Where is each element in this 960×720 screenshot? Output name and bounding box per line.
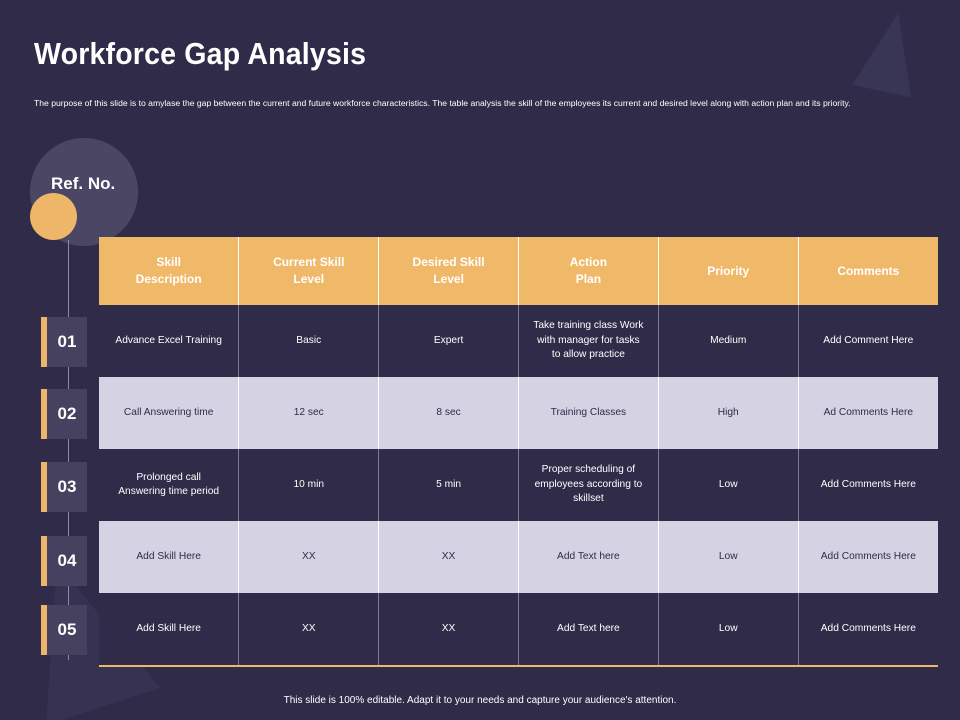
header-action-plan: Action Plan [517, 237, 659, 305]
ref-number-05: 05 [41, 605, 87, 655]
table-row: Advance Excel Training Basic Expert Take… [99, 305, 938, 377]
header-comments: Comments [797, 237, 938, 305]
page-subtitle: The purpose of this slide is to amylase … [34, 98, 851, 108]
cell-skill: Add Skill Here [99, 593, 239, 667]
cell-action: Proper scheduling of employees according… [517, 449, 659, 521]
cell-current: 12 sec [238, 377, 379, 449]
cell-desired: XX [378, 593, 519, 667]
gap-analysis-table: Skill Description Current Skill Level De… [99, 237, 938, 667]
cell-current: Basic [238, 305, 379, 377]
ref-number-03: 03 [41, 462, 87, 512]
cell-action: Add Text here [517, 593, 659, 667]
cell-comment: Add Comment Here [797, 305, 938, 377]
page-title: Workforce Gap Analysis [34, 36, 367, 71]
cell-skill: Prolonged call Answering time period [99, 449, 239, 521]
table-row: Prolonged call Answering time period 10 … [99, 449, 938, 521]
cell-desired: XX [378, 521, 519, 593]
cell-priority: Low [657, 521, 799, 593]
cell-skill: Advance Excel Training [99, 305, 239, 377]
header-desired-skill-level: Desired Skill Level [378, 237, 519, 305]
cell-action: Take training class Work with manager fo… [517, 305, 659, 377]
cell-priority: Medium [657, 305, 799, 377]
cell-priority: High [657, 377, 799, 449]
table-row: Add Skill Here XX XX Add Text here Low A… [99, 593, 938, 667]
cell-skill: Add Skill Here [99, 521, 239, 593]
timeline-line [68, 240, 69, 660]
cell-desired: Expert [378, 305, 519, 377]
ref-label: Ref. No. [51, 174, 116, 193]
header-priority: Priority [657, 237, 799, 305]
ref-number-01: 01 [41, 317, 87, 367]
cell-comment: Add Comments Here [797, 449, 938, 521]
cell-priority: Low [657, 449, 799, 521]
cell-comment: Add Comments Here [797, 521, 938, 593]
cell-comment: Ad Comments Here [797, 377, 938, 449]
header-current-skill-level: Current Skill Level [238, 237, 379, 305]
cell-skill: Call Answering time [99, 377, 239, 449]
decorative-triangle-top [852, 6, 928, 98]
table-row: Add Skill Here XX XX Add Text here Low A… [99, 521, 938, 593]
cell-current: XX [238, 593, 379, 667]
cell-action: Training Classes [517, 377, 659, 449]
ref-number-02: 02 [41, 389, 87, 439]
table-header-row: Skill Description Current Skill Level De… [99, 237, 938, 305]
footer-note: This slide is 100% editable. Adapt it to… [283, 695, 677, 706]
header-skill-description: Skill Description [99, 237, 239, 305]
table-row: Call Answering time 12 sec 8 sec Trainin… [99, 377, 938, 449]
cell-current: 10 min [238, 449, 379, 521]
cell-comment: Add Comments Here [797, 593, 938, 667]
cell-desired: 8 sec [378, 377, 519, 449]
cell-action: Add Text here [517, 521, 659, 593]
cell-desired: 5 min [378, 449, 519, 521]
ref-number-04: 04 [41, 536, 87, 586]
ref-accent-dot [30, 193, 77, 240]
cell-priority: Low [657, 593, 799, 667]
cell-current: XX [238, 521, 379, 593]
